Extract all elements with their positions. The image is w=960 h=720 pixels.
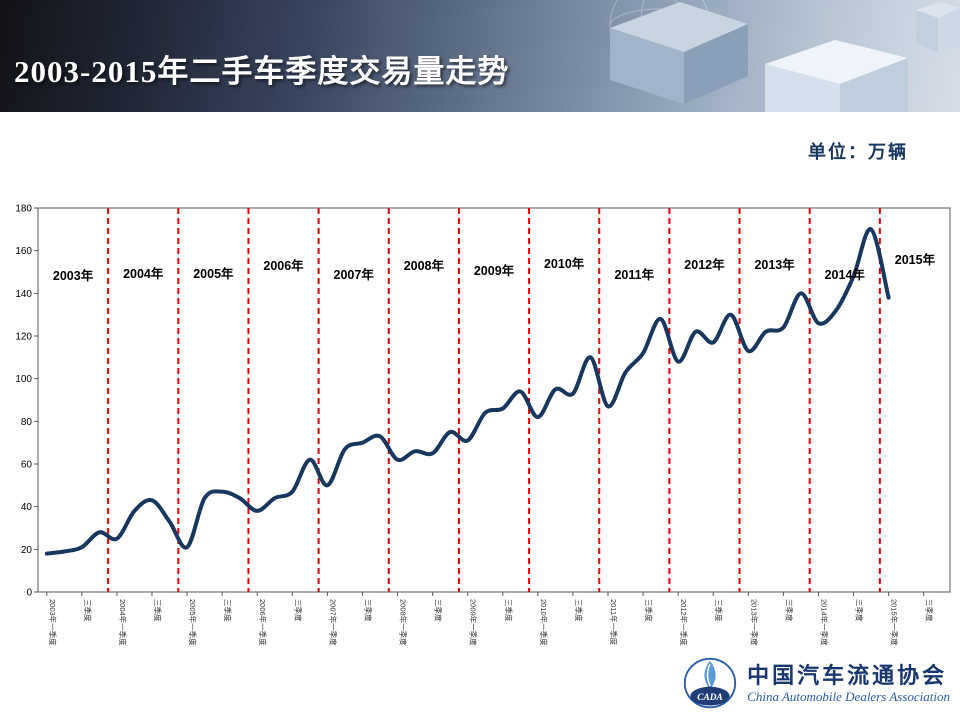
svg-text:100: 100 (15, 374, 32, 385)
logo-text: CADA (697, 693, 722, 703)
svg-text:2011年: 2011年 (614, 267, 654, 282)
svg-text:2014年: 2014年 (825, 267, 866, 282)
svg-text:2007年一季度: 2007年一季度 (328, 599, 338, 646)
svg-text:60: 60 (21, 460, 33, 471)
svg-text:2003年一季度: 2003年一季度 (48, 599, 58, 646)
svg-text:三季度: 三季度 (293, 599, 303, 622)
svg-text:20: 20 (21, 545, 33, 556)
svg-text:40: 40 (21, 502, 33, 513)
svg-text:2005年一季度: 2005年一季度 (188, 599, 198, 646)
cube-icon (610, 2, 748, 104)
svg-text:三季度: 三季度 (784, 599, 794, 622)
svg-text:2013年: 2013年 (754, 257, 795, 272)
svg-text:2013年一季度: 2013年一季度 (749, 599, 759, 646)
svg-text:160: 160 (15, 246, 32, 257)
svg-text:2009年一季度: 2009年一季度 (469, 599, 479, 646)
svg-text:2006年一季度: 2006年一季度 (258, 599, 268, 646)
svg-text:2010年: 2010年 (544, 256, 585, 271)
svg-text:2011年一季度: 2011年一季度 (609, 599, 619, 646)
svg-text:三季度: 三季度 (363, 599, 373, 622)
svg-text:三季度: 三季度 (574, 599, 584, 622)
unit-label: 单位：万辆 (808, 142, 908, 162)
page-title: 2003-2015年二手车季度交易量走势 (14, 54, 510, 89)
svg-text:2008年一季度: 2008年一季度 (399, 599, 409, 646)
org-name-cn: 中国汽车流通协会 (747, 662, 948, 688)
svg-text:三季度: 三季度 (83, 599, 93, 622)
svg-text:2005年: 2005年 (193, 266, 234, 281)
svg-text:80: 80 (21, 417, 33, 428)
svg-text:180: 180 (15, 204, 32, 215)
svg-text:三季度: 三季度 (434, 599, 444, 622)
svg-text:2012年: 2012年 (684, 257, 725, 272)
org-name-en: China Automobile Dealers Association (747, 688, 950, 704)
header-cubes-art (609, 0, 960, 112)
chart: 0 20 40 60 80 100 120 140 160 180 2003年一季度 三季度 2004年… (13, 196, 953, 666)
svg-text:120: 120 (15, 332, 32, 343)
svg-text:2015年: 2015年 (895, 252, 936, 267)
svg-text:2004年: 2004年 (123, 266, 164, 281)
svg-text:三季度: 三季度 (714, 599, 724, 622)
footer: CADA 中国汽车流通协会 China Automobile Dealers A… (682, 654, 950, 714)
quarterly-volume-line-chart: 0 20 40 60 80 100 120 140 160 180 2003年一季度 三季度 2004年… (15, 204, 951, 646)
svg-text:三季度: 三季度 (855, 599, 865, 622)
svg-text:三季度: 三季度 (504, 599, 514, 622)
svg-text:2007年: 2007年 (334, 267, 375, 282)
svg-text:三季度: 三季度 (644, 599, 654, 622)
svg-text:2014年一季度: 2014年一季度 (819, 599, 829, 646)
svg-text:2012年一季度: 2012年一季度 (679, 599, 689, 646)
svg-text:2004年一季度: 2004年一季度 (118, 599, 128, 646)
svg-text:140: 140 (15, 289, 32, 300)
cada-logo-icon: CADA (684, 657, 737, 709)
svg-text:2006年: 2006年 (263, 258, 304, 273)
svg-text:三季度: 三季度 (223, 599, 233, 622)
svg-text:2015年一季度: 2015年一季度 (890, 599, 900, 646)
svg-text:三季度: 三季度 (925, 599, 935, 622)
cube-icon (765, 40, 908, 112)
svg-text:三季度: 三季度 (153, 599, 163, 622)
svg-text:2008年: 2008年 (404, 258, 445, 273)
svg-text:2010年一季度: 2010年一季度 (539, 599, 549, 646)
svg-text:2009年: 2009年 (474, 263, 515, 278)
cube-icon (916, 2, 960, 52)
svg-text:2003年: 2003年 (53, 268, 94, 283)
header-band: 2003-2015年二手车季度交易量走势 (0, 0, 960, 112)
svg-text:0: 0 (26, 588, 32, 599)
